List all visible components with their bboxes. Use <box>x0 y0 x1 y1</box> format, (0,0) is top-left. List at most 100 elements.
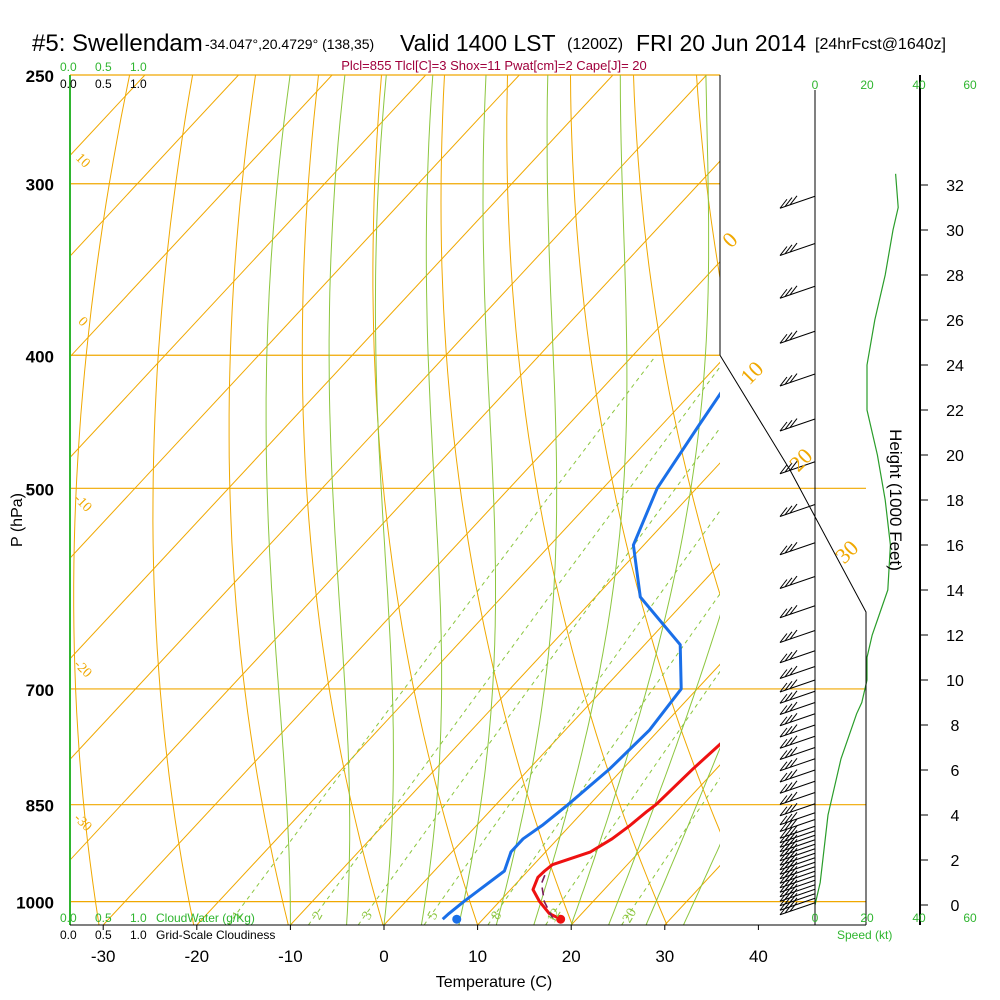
cloudiness-top-2: 1.0 <box>130 77 147 91</box>
wind-barb-feather <box>789 690 798 701</box>
temperature-tick-label: 10 <box>468 947 487 966</box>
wind-speed-line <box>814 173 899 906</box>
height-tick-label: 0 <box>951 898 960 915</box>
mixing-ratio-lines <box>227 354 720 925</box>
height-tick-label: 22 <box>946 403 964 420</box>
isotherm-line <box>70 75 707 761</box>
mixing-ratio-line <box>487 593 720 925</box>
height-tick-label: 12 <box>946 628 964 645</box>
cloudiness-top-0: 0.0 <box>60 77 77 91</box>
isotherm-line <box>70 160 720 861</box>
forecast-date: FRI 20 Jun 2014 <box>636 30 806 56</box>
station-coords: -34.047°,20.4729° (138,35) <box>205 36 374 52</box>
wind-barb-feather <box>784 725 793 736</box>
speed-label: Speed (kt) <box>837 928 892 942</box>
wind-barb-feather <box>779 828 788 839</box>
wind-barb-feather <box>784 606 793 617</box>
temperature-tick-label: -20 <box>185 947 210 966</box>
dry-adiabat-line <box>73 75 131 925</box>
isotherm-label: 10 <box>735 356 768 389</box>
wind-barb-feather <box>789 629 798 640</box>
height-tick-label: 2 <box>951 853 960 870</box>
wind-barb-feather <box>784 543 793 554</box>
cloudiness-bottom-1: 0.5 <box>95 928 112 942</box>
pressure-tick-label: 250 <box>26 67 54 86</box>
wind-barb-feather <box>779 795 788 805</box>
wind-barb-feather <box>779 761 788 772</box>
mixing-ratio-line <box>357 427 720 925</box>
height-tick-label: 18 <box>946 493 964 510</box>
height-tick-label: 26 <box>946 313 964 330</box>
wind-barb-feather <box>784 770 793 781</box>
wind-barb-feather <box>779 669 788 679</box>
wind-barb-feather <box>789 713 798 723</box>
wind-barb-feather <box>784 813 793 824</box>
height-tick-label: 30 <box>946 223 964 240</box>
wind-barb-feather <box>784 804 793 815</box>
wind-barb-feather <box>784 667 793 678</box>
wind-barb-feather <box>789 418 798 428</box>
dry-adiabat-line <box>440 75 573 925</box>
cloudwater-bottom-0: 0.0 <box>60 911 77 925</box>
wind-barb-feather <box>784 680 793 691</box>
moist-adiabat-line <box>265 75 291 925</box>
height-tick-label: 20 <box>946 448 964 465</box>
forecast-info: [24hrFcst@1640z] <box>815 36 946 53</box>
pressure-tick-label: 1000 <box>16 894 54 913</box>
temperature-tick-label: -10 <box>278 947 303 966</box>
wind-barb-feather <box>789 818 798 829</box>
temperature-profile <box>531 742 720 921</box>
station-title: #5: Swellendam <box>32 30 203 57</box>
wind-barb-feather <box>789 857 798 867</box>
wind-barb-feather <box>789 242 798 253</box>
wind-barb-feather <box>779 806 788 817</box>
height-tick-label: 16 <box>946 538 964 555</box>
wind-barb-feather <box>789 605 798 615</box>
height-tick-label: 10 <box>946 673 964 690</box>
cloudiness-label: Grid-Scale Cloudiness <box>156 928 275 942</box>
temperature-tick-label: 40 <box>749 947 768 966</box>
wind-barb-feather <box>789 893 798 903</box>
wind-barb-feather <box>784 703 793 714</box>
valid-time: Valid 1400 LST <box>400 30 556 56</box>
wind-barb-feather <box>789 870 798 881</box>
pressure-tick-label: 300 <box>26 176 54 195</box>
isotherm-line <box>70 75 333 358</box>
isotherm-label: 30 <box>830 535 863 568</box>
wind-barb-feather <box>789 780 798 791</box>
speed-tick-top-2: 40 <box>912 78 926 92</box>
pressure-tick-label: 500 <box>26 480 54 499</box>
cloudiness-bottom-0: 0.0 <box>60 928 77 942</box>
wind-barb-feather <box>784 692 793 702</box>
mixing-ratio-label: 12 <box>544 906 564 926</box>
isotherm-label: 0 <box>717 227 742 252</box>
isotherm-line <box>196 361 720 925</box>
pressure-tick-label: 700 <box>26 681 54 700</box>
isotherm-line <box>70 75 520 559</box>
mixing-ratio-line <box>227 354 657 925</box>
wind-barb-feather <box>784 577 793 588</box>
cloudwater-bottom-2: 1.0 <box>130 911 147 925</box>
cloudwater-top-0: 0.0 <box>60 60 77 74</box>
boundary-line <box>719 354 867 925</box>
moist-adiabat-line <box>645 746 720 925</box>
wind-barb-feather <box>789 701 798 712</box>
wind-barb-feather <box>784 287 793 297</box>
isobar-lines <box>70 74 866 903</box>
wind-barb-feather <box>779 288 788 299</box>
temperature-tick-label: 0 <box>379 947 388 966</box>
height-tick-label: 14 <box>946 583 964 600</box>
wind-barb-feather <box>789 373 798 383</box>
speed-tick-bottom-0: 0 <box>812 911 819 925</box>
wind-barb-feather <box>784 244 793 255</box>
isotherm-line <box>70 75 427 459</box>
wind-barb-feather <box>789 542 798 552</box>
wind-barb-feather <box>789 843 798 854</box>
wind-barb-feather <box>779 633 788 643</box>
height-axis-label: Height (1000 Feet) <box>886 429 905 571</box>
wind-barb-feather <box>789 830 798 840</box>
wind-barb-feather <box>784 332 793 342</box>
wind-barb-feather <box>789 848 798 858</box>
